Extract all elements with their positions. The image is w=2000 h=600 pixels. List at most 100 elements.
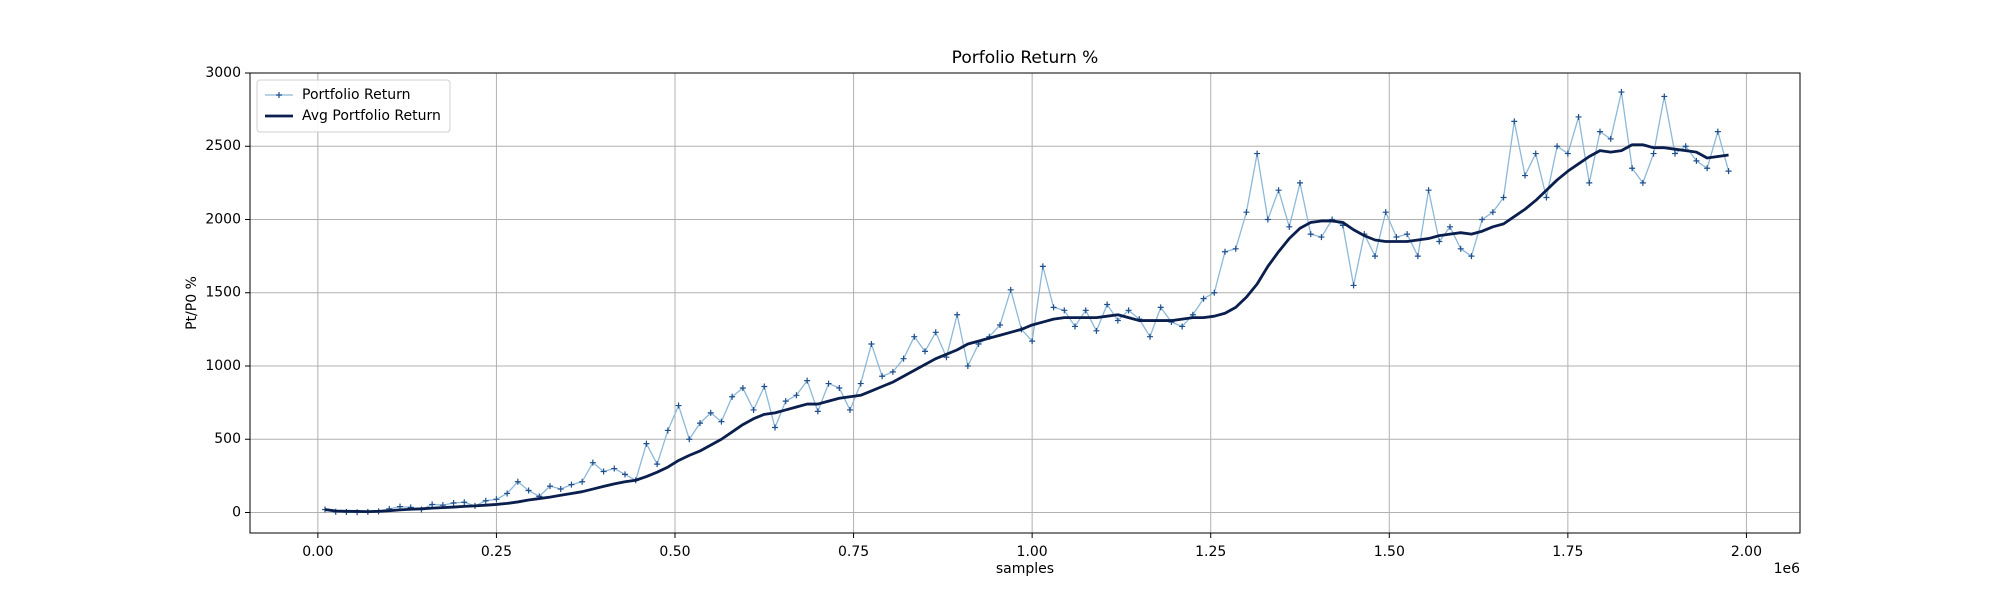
- data-point: [900, 355, 907, 362]
- data-point: [1607, 135, 1614, 142]
- x-tick-label: 1.25: [1195, 544, 1226, 560]
- data-point: [1179, 323, 1186, 330]
- data-point: [1232, 245, 1239, 252]
- data-point: [729, 393, 736, 400]
- data-point: [1500, 194, 1507, 201]
- x-tick-label: 2.00: [1731, 544, 1762, 560]
- series-line: [324, 91, 1730, 513]
- data-point: [1254, 150, 1261, 157]
- y-tick-label: 0: [232, 504, 241, 520]
- data-point: [1147, 333, 1153, 340]
- data-point: [718, 418, 725, 425]
- x-tick-label: 1.00: [1017, 544, 1048, 560]
- chart-title: Porfolio Return %: [952, 48, 1099, 68]
- data-point: [1243, 209, 1250, 216]
- data-point: [547, 483, 553, 490]
- data-point: [686, 436, 693, 443]
- data-point: [1522, 172, 1528, 179]
- data-point: [1264, 216, 1271, 223]
- data-point: [1414, 253, 1421, 260]
- data-point: [1286, 223, 1293, 230]
- data-point: [1639, 179, 1646, 186]
- data-point: [1511, 118, 1518, 125]
- data-point: [450, 499, 457, 506]
- data-point: [1072, 323, 1078, 330]
- data-point: [664, 427, 671, 434]
- data-point: [1114, 317, 1121, 324]
- series-line: [324, 143, 1729, 514]
- data-point: [1211, 289, 1218, 296]
- data-point: [675, 402, 682, 409]
- data-point: [1714, 128, 1721, 135]
- data-point: [568, 481, 575, 488]
- x-tick-label: 0.50: [659, 544, 690, 560]
- data-point: [1682, 143, 1689, 150]
- data-point: [1672, 150, 1678, 157]
- data-point: [482, 497, 489, 504]
- y-tick-label: 3000: [205, 65, 241, 81]
- data-point: [1457, 245, 1464, 252]
- data-point: [1489, 209, 1496, 216]
- data-point: [772, 424, 778, 431]
- data-point: [600, 468, 607, 475]
- y-tick-label: 1000: [205, 358, 241, 374]
- data-point: [654, 461, 661, 468]
- data-point: [1372, 253, 1378, 260]
- data-point: [1350, 282, 1357, 289]
- data-point: [1222, 248, 1228, 255]
- data-point: [1404, 231, 1411, 238]
- data-point: [1200, 295, 1207, 302]
- data-point: [932, 329, 939, 336]
- x-tick-label: 0.00: [302, 544, 333, 560]
- data-point: [1318, 234, 1325, 241]
- x-axis-label: samples: [996, 561, 1054, 577]
- data-point: [879, 373, 886, 380]
- data-point: [793, 392, 800, 399]
- data-point: [1618, 89, 1625, 96]
- data-point: [1050, 304, 1057, 311]
- data-point: [857, 380, 864, 387]
- data-point: [1650, 150, 1657, 157]
- legend-label: Portfolio Return: [302, 87, 411, 103]
- data-point: [1447, 223, 1453, 230]
- data-point: [1307, 231, 1314, 238]
- data-point: [782, 398, 789, 405]
- data-point: [643, 440, 650, 447]
- data-point: [847, 406, 853, 413]
- data-point: [922, 348, 928, 355]
- data-point: [1275, 187, 1282, 194]
- y-axis-label: Pt/P0 %: [184, 276, 200, 330]
- data-point: [589, 459, 596, 466]
- data-point: [611, 465, 618, 472]
- data-point: [1597, 128, 1603, 135]
- data-point: [1543, 194, 1550, 201]
- data-point: [493, 496, 500, 503]
- data-point: [1693, 157, 1700, 164]
- data-point: [557, 486, 564, 493]
- x-tick-label: 0.25: [481, 544, 512, 560]
- data-point: [997, 321, 1003, 328]
- data-point: [804, 377, 811, 384]
- data-point: [514, 478, 521, 485]
- data-point: [1468, 253, 1475, 260]
- data-point: [1029, 338, 1036, 345]
- data-point: [868, 341, 875, 348]
- data-point: [1479, 216, 1486, 223]
- legend-marker: [276, 92, 282, 98]
- data-point: [1157, 304, 1164, 311]
- data-point: [954, 311, 961, 318]
- data-point: [504, 490, 511, 497]
- legend-frame: [256, 79, 451, 133]
- data-point: [1382, 209, 1389, 216]
- data-point: [1082, 307, 1089, 314]
- x-offset-label: 1e6: [1774, 561, 1801, 577]
- data-point: [1297, 179, 1303, 186]
- data-point: [1704, 165, 1711, 172]
- data-point: [1436, 238, 1443, 245]
- data-point: [429, 501, 436, 508]
- data-point: [825, 380, 832, 387]
- data-point: [1093, 327, 1100, 334]
- data-point: [1425, 187, 1432, 194]
- data-point: [1007, 286, 1014, 293]
